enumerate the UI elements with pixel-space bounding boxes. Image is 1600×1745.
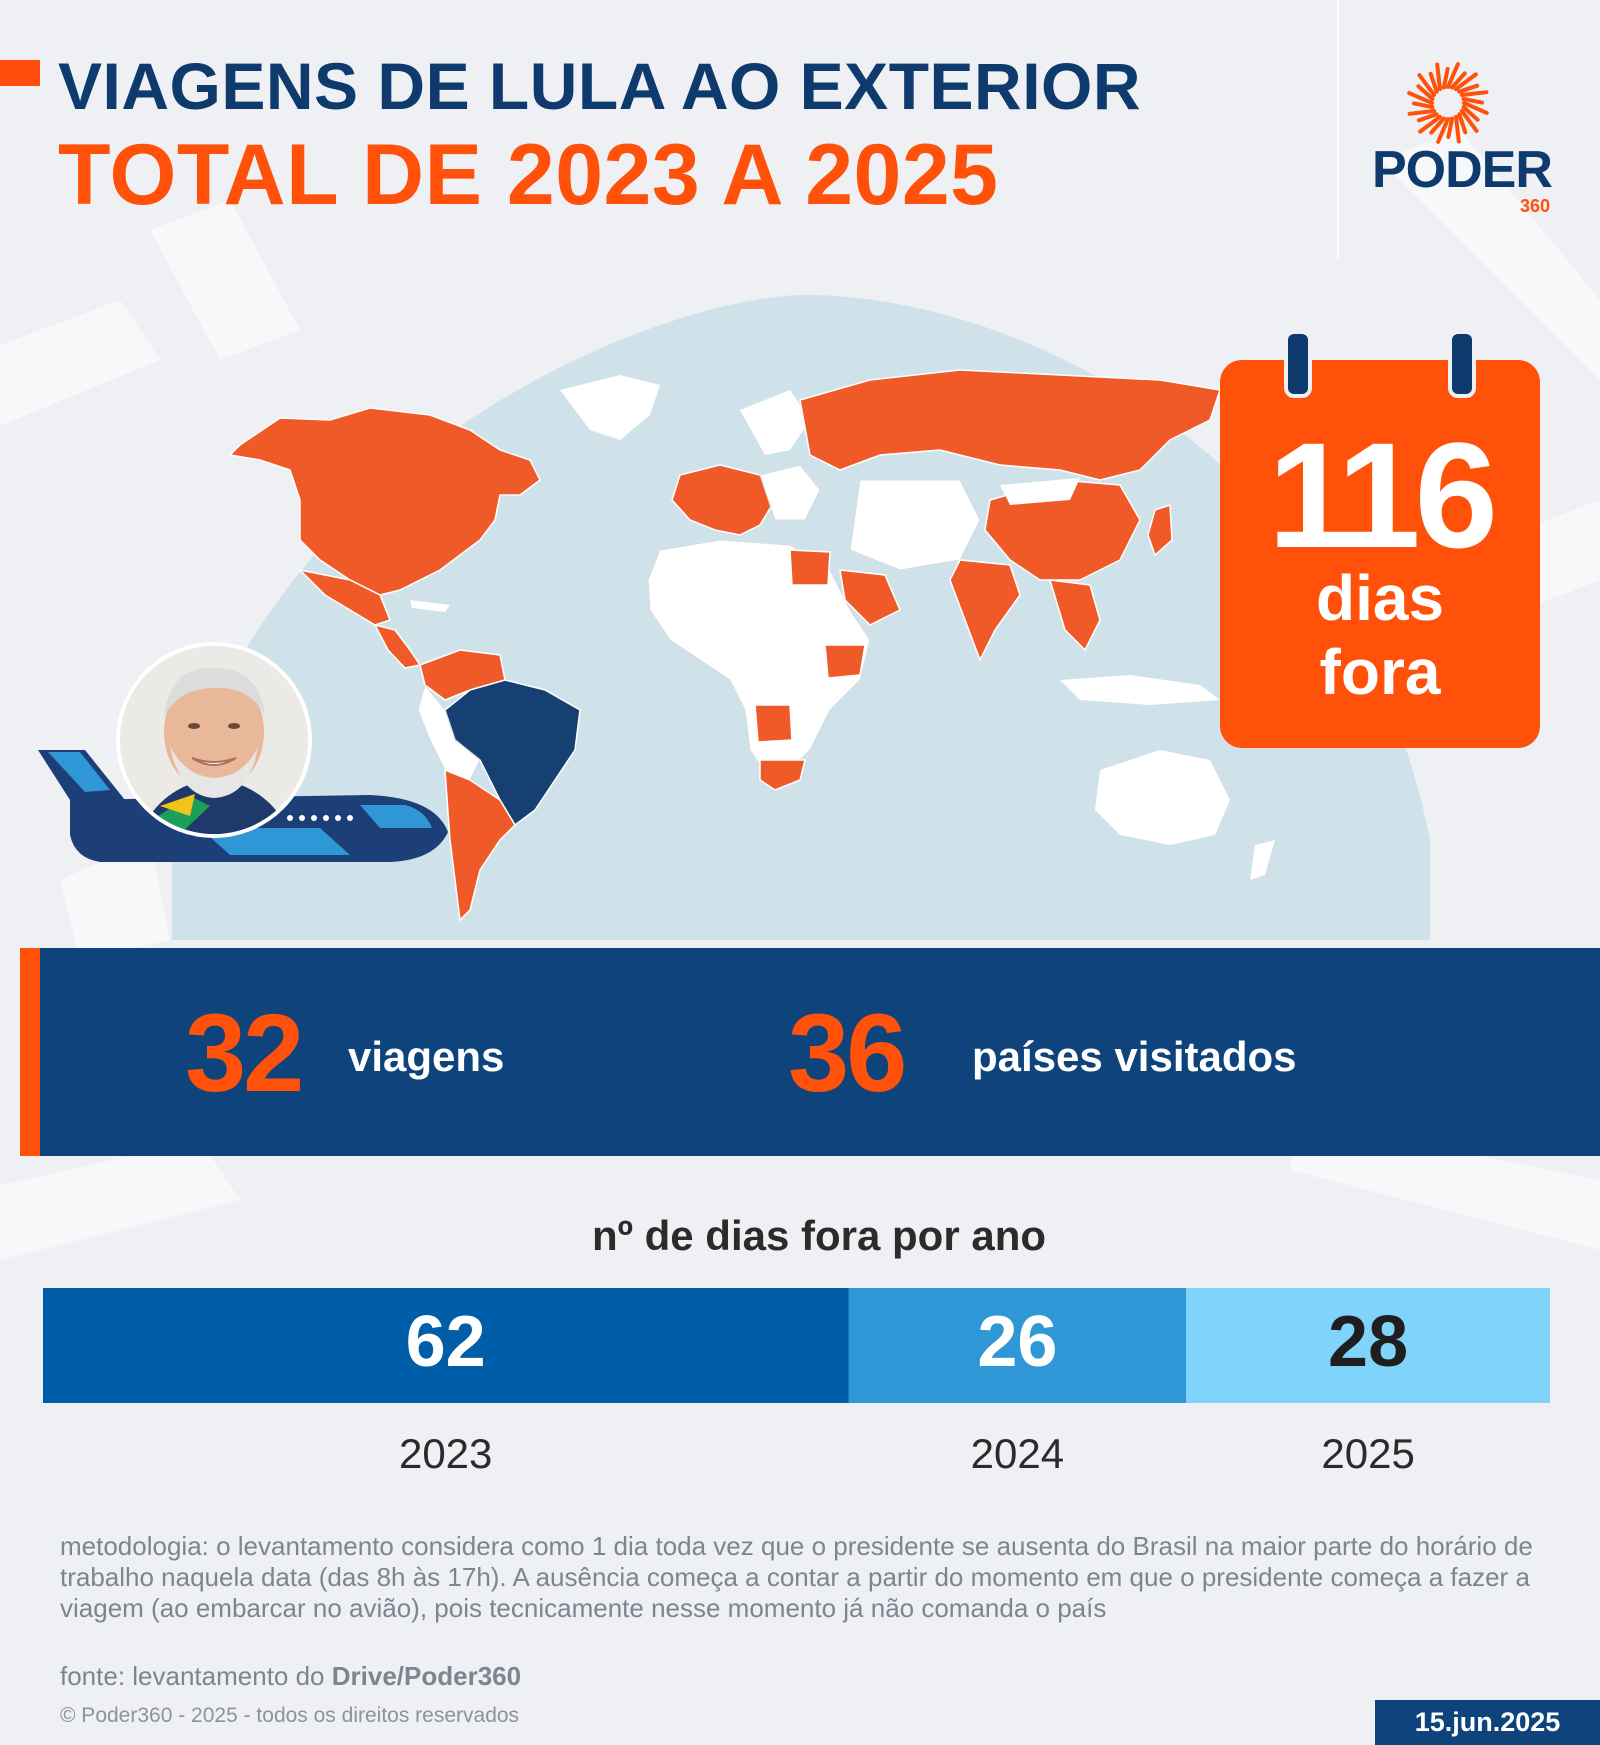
sunburst-ray: [1446, 116, 1455, 139]
bar-segment-2024: [848, 1288, 1187, 1403]
sunburst-ray: [1454, 72, 1478, 92]
sunburst-ray: [1429, 116, 1446, 135]
bar-value-label: 62: [406, 1302, 486, 1382]
sunburst-ray: [1416, 112, 1439, 123]
methodology-note: metodologia: o levantamento considera co…: [60, 1531, 1533, 1623]
sunburst-ray: [1441, 67, 1450, 90]
sunburst-ray: [1461, 105, 1480, 122]
country-middle-asia: [849, 479, 981, 571]
country-chile-argentina: [444, 768, 516, 922]
sunburst-ray: [1454, 114, 1461, 144]
country-ethiopia: [824, 644, 866, 679]
stats-band: 32 viagens 36 países visitados: [20, 948, 1600, 1156]
copyright-note: © Poder360 - 2025 - todos os direitos re…: [60, 1704, 520, 1727]
country-southeast-asia: [1048, 579, 1101, 652]
sunburst-ray: [1435, 62, 1442, 92]
year-axis: 2023 2024 2025: [399, 1430, 1415, 1477]
page-title: VIAGENS DE LULA AO EXTERIOR: [58, 49, 1142, 123]
days-away-label-2: fora: [1319, 636, 1441, 708]
country-greenland: [560, 375, 660, 440]
country-egypt: [789, 549, 831, 586]
sunburst-ray: [1418, 114, 1442, 134]
days-per-year-bar-chart: 62 26 28: [43, 1288, 1550, 1403]
days-away-value: 116: [1268, 411, 1498, 579]
country-australia: [1095, 750, 1230, 845]
year-tick-label: 2024: [971, 1430, 1064, 1477]
sunburst-ray: [1450, 71, 1467, 90]
bar-segment-2023: [43, 1288, 849, 1403]
sunburst-ray: [1416, 84, 1435, 101]
country-japan: [1147, 503, 1173, 557]
date-badge: 15.jun.2025: [1375, 1700, 1600, 1745]
source-name: Drive/Poder360: [331, 1661, 522, 1691]
sunburst-ray: [1417, 73, 1437, 97]
country-north-america: [228, 407, 541, 596]
source-note: fonte: levantamento do Drive/Poder360: [60, 1661, 521, 1692]
country-mexico: [297, 568, 391, 626]
brand-logo-word: PODER: [1372, 141, 1553, 199]
page-subtitle: TOTAL DE 2023 A 2025: [58, 127, 999, 223]
sunburst-ray: [1436, 117, 1450, 144]
calendar-ring-icon: [1448, 330, 1476, 398]
portrait-avatar: [116, 642, 312, 838]
sunburst-ray: [1457, 83, 1480, 94]
sunburst-ray: [1462, 101, 1489, 115]
bar-value-label: 26: [977, 1302, 1057, 1382]
sunburst-icon: [1407, 62, 1489, 144]
year-tick-label: 2025: [1321, 1430, 1414, 1477]
calendar-ring-icon: [1284, 330, 1312, 398]
country-india: [949, 559, 1021, 662]
country-cuba: [410, 600, 450, 612]
sunburst-ray: [1461, 96, 1484, 105]
logo-divider: [1337, 0, 1339, 258]
country-europe-east: [759, 464, 821, 521]
world-map: [172, 294, 1430, 940]
stats-accent-bar: [20, 948, 40, 1156]
header-accent-bar: [0, 60, 40, 86]
sunburst-ray: [1412, 101, 1435, 110]
country-angola: [754, 704, 793, 743]
year-tick-label: 2023: [399, 1430, 492, 1477]
bar-value-label: 28: [1328, 1302, 1408, 1382]
countries-label: países visitados: [972, 1033, 1297, 1080]
days-away-label-1: dias: [1315, 562, 1445, 634]
country-mongolia: [1000, 478, 1080, 505]
country-new-zealand: [1250, 840, 1275, 880]
country-scandinavia: [740, 390, 810, 455]
bar-segment-2025: [1186, 1288, 1550, 1403]
country-indonesia: [1060, 675, 1220, 705]
days-away-calendar-card: 116 dias fora: [1220, 330, 1540, 748]
sunburst-ray: [1407, 91, 1434, 105]
sunburst-ray: [1459, 109, 1479, 133]
sunburst-ray: [1446, 62, 1460, 89]
trips-label: viagens: [348, 1033, 505, 1080]
country-saudi-arabia: [839, 569, 901, 626]
sunburst-ray: [1407, 109, 1437, 116]
chart-title: nº de dias fora por ano: [591, 1212, 1047, 1259]
country-south-africa: [759, 759, 806, 791]
sunburst-ray: [1457, 112, 1468, 135]
country-europe-west: [671, 464, 776, 536]
sunburst-ray: [1428, 71, 1439, 94]
source-prefix: fonte: levantamento do: [60, 1661, 332, 1691]
country-russia: [799, 369, 1221, 481]
country-china: [984, 479, 1141, 581]
trips-value: 32: [185, 992, 304, 1115]
brand-logo-suffix: 360: [1520, 196, 1551, 216]
countries-value: 36: [788, 992, 907, 1115]
sunburst-ray: [1459, 90, 1489, 97]
